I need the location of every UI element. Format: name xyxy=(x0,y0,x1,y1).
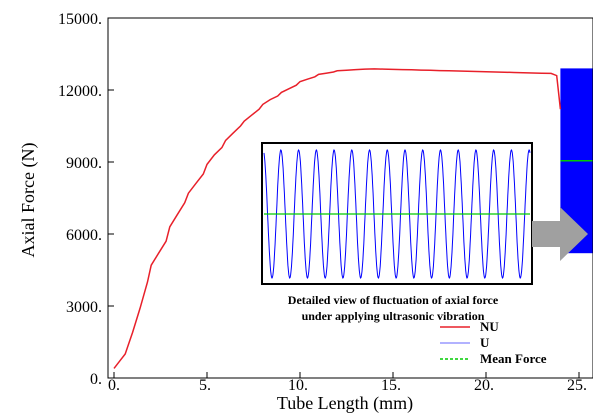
tick-marks xyxy=(108,17,580,379)
inset-u-wave xyxy=(263,148,531,280)
y-tick-label: 15000. xyxy=(58,11,102,28)
y-axis-title: Axial Force (N) xyxy=(18,143,39,258)
x-tick-label: 0. xyxy=(108,377,120,394)
y-tick-label: 6000. xyxy=(66,227,102,244)
legend-label-u: U xyxy=(480,335,490,350)
x-tick-label: 20. xyxy=(474,377,494,394)
y-tick-label: 9000. xyxy=(66,155,102,172)
series-nu-line xyxy=(113,68,562,369)
annotation-line-1: Detailed view of fluctuation of axial fo… xyxy=(288,293,499,307)
y-tick-label: 3000. xyxy=(66,299,102,316)
y-tick-label: 12000. xyxy=(58,83,102,100)
arrow-shape xyxy=(532,207,588,261)
legend: NU U Mean Force xyxy=(440,319,547,366)
legend-label-mean-force: Mean Force xyxy=(480,351,547,366)
x-tick-label: 15. xyxy=(381,377,401,394)
annotation-line-2: under applying ultrasonic vibration xyxy=(302,309,485,323)
x-axis-title: Tube Length (mm) xyxy=(277,393,413,413)
plot-frame xyxy=(107,17,593,379)
y-tick-label: 0. xyxy=(90,371,102,388)
x-tick-label: 25. xyxy=(567,377,587,394)
x-tick-label: 5. xyxy=(199,377,211,394)
inset-detail xyxy=(261,142,533,285)
inset-wave xyxy=(263,148,531,280)
legend-label-nu: NU xyxy=(480,319,499,334)
nu-line xyxy=(113,68,562,369)
x-tick-label: 10. xyxy=(288,377,308,394)
